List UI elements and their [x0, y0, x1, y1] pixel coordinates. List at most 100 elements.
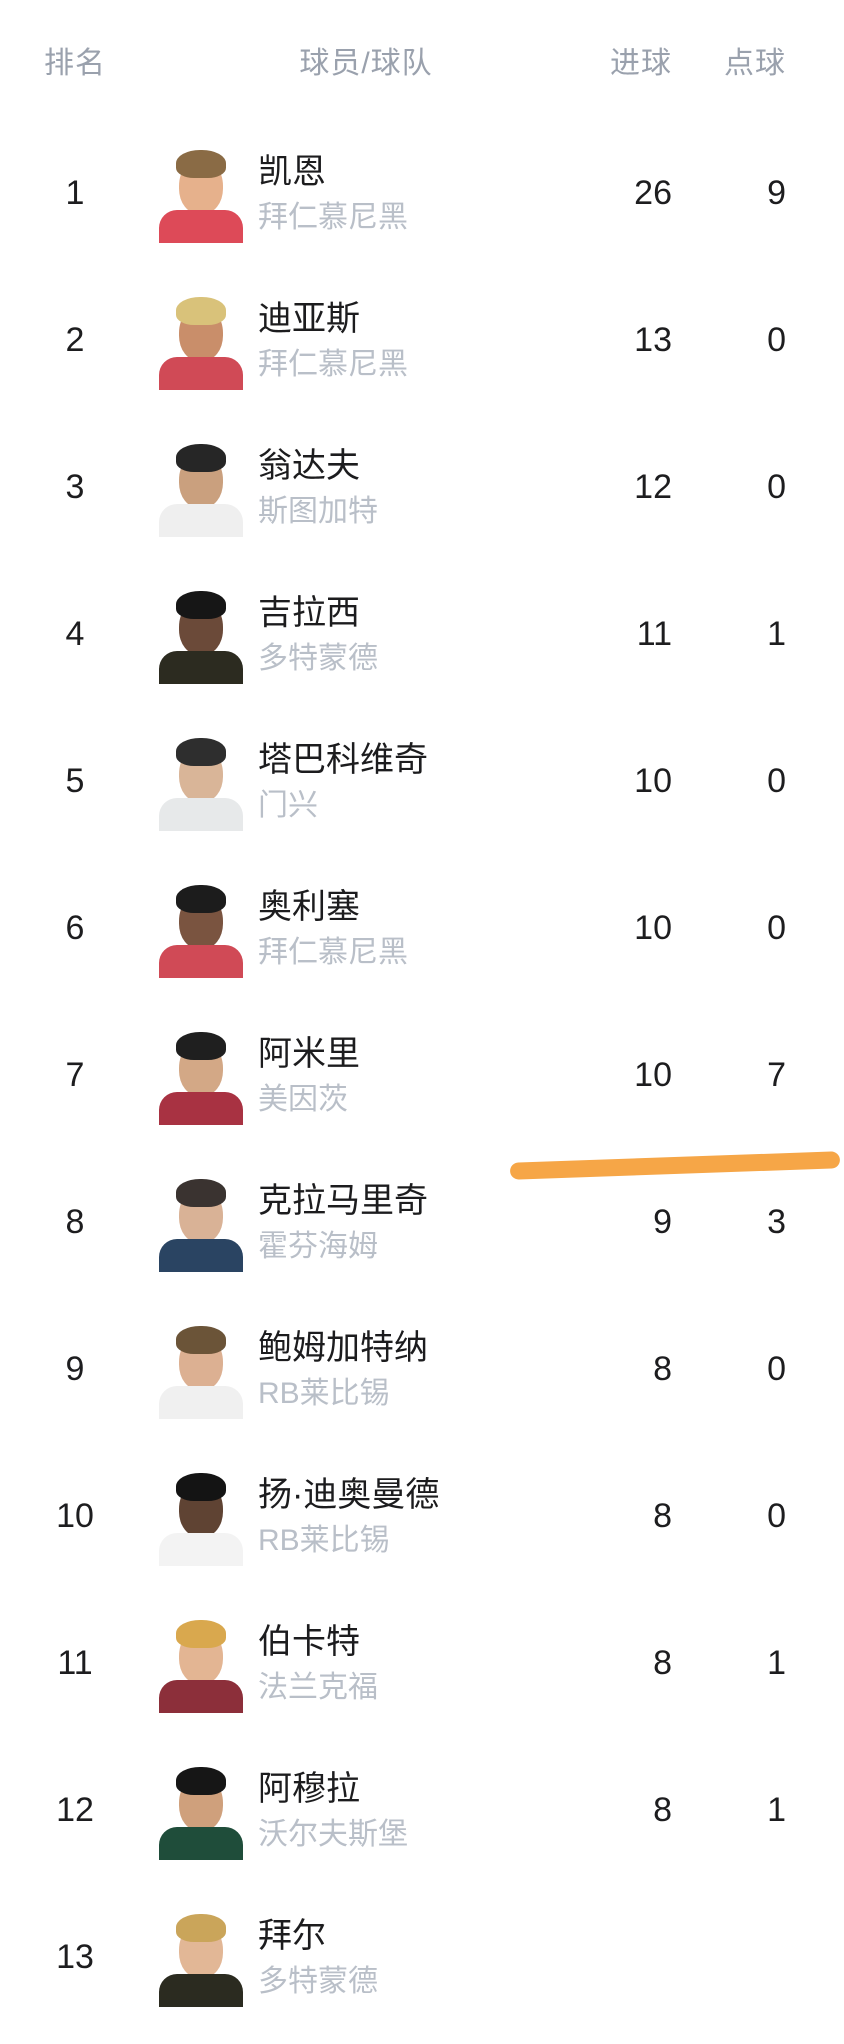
- goals-value: 8: [653, 1644, 672, 1682]
- avatar-shirt-icon: [159, 209, 243, 243]
- rank-value: 8: [65, 1203, 85, 1241]
- player-team-cell: 塔巴科维奇 门兴: [244, 741, 582, 822]
- table-row[interactable]: 4 吉拉西 多特蒙德 11 1: [0, 561, 844, 708]
- player-name: 翁达夫: [258, 446, 360, 485]
- penalties-value: 3: [767, 1203, 786, 1241]
- avatar-hair-icon: [176, 1178, 226, 1207]
- header-penalties: 点球: [724, 47, 786, 80]
- player-team-cell: 翁达夫 斯图加特: [244, 447, 582, 528]
- player-name: 鲍姆加特纳: [258, 1328, 428, 1367]
- team-name: 多特蒙德: [258, 1965, 378, 1999]
- team-name: RB莱比锡: [258, 1524, 390, 1558]
- goals-value: 13: [634, 321, 672, 359]
- avatar-hair-icon: [176, 296, 226, 325]
- rank-value: 4: [65, 615, 85, 653]
- table-row[interactable]: 5 塔巴科维奇 门兴 10 0: [0, 708, 844, 855]
- player-team-cell: 克拉马里奇 霍芬海姆: [244, 1182, 582, 1263]
- table-body: 1 凯恩 拜仁慕尼黑 26 9 2 迪亚斯 拜仁慕尼黑 13 0 3: [0, 120, 844, 2031]
- player-name: 塔巴科维奇: [258, 740, 428, 779]
- player-photo: [158, 586, 244, 684]
- avatar-hair-icon: [176, 1619, 226, 1648]
- player-team-cell: 伯卡特 法兰克福: [244, 1623, 582, 1704]
- goals-value: 8: [653, 1791, 672, 1829]
- table-row[interactable]: 1 凯恩 拜仁慕尼黑 26 9: [0, 120, 844, 267]
- penalties-value: 0: [767, 762, 786, 800]
- avatar-hair-icon: [176, 149, 226, 178]
- table-row[interactable]: 10 扬·迪奥曼德 RB莱比锡 8 0: [0, 1443, 844, 1590]
- table-row[interactable]: 11 伯卡特 法兰克福 8 1: [0, 1590, 844, 1737]
- penalties-value: 1: [767, 1791, 786, 1829]
- avatar-hair-icon: [176, 590, 226, 619]
- team-name: 拜仁慕尼黑: [258, 936, 408, 970]
- goals-value: 12: [634, 468, 672, 506]
- table-header: 排名 球员/球队 进球 点球: [0, 0, 844, 120]
- player-photo: [158, 145, 244, 243]
- player-name: 迪亚斯: [258, 299, 360, 338]
- player-name: 伯卡特: [258, 1622, 360, 1661]
- avatar-shirt-icon: [159, 1091, 243, 1125]
- player-photo: [158, 1909, 244, 2007]
- player-team-cell: 阿米里 美因茨: [244, 1035, 582, 1116]
- goals-value: 26: [634, 174, 672, 212]
- table-row[interactable]: 3 翁达夫 斯图加特 12 0: [0, 414, 844, 561]
- header-player-team: 球员/球队: [299, 47, 433, 80]
- player-team-cell: 阿穆拉 沃尔夫斯堡: [244, 1770, 582, 1851]
- player-name: 拜尔: [258, 1916, 326, 1955]
- avatar-shirt-icon: [159, 1532, 243, 1566]
- penalties-value: 1: [767, 615, 786, 653]
- goals-value: 9: [653, 1203, 672, 1241]
- player-name: 吉拉西: [258, 593, 360, 632]
- header-goals: 进球: [610, 47, 672, 80]
- player-photo: [158, 733, 244, 831]
- player-name: 扬·迪奥曼德: [258, 1475, 440, 1514]
- avatar-shirt-icon: [159, 1238, 243, 1272]
- player-photo: [158, 1762, 244, 1860]
- player-team-cell: 拜尔 多特蒙德: [244, 1917, 582, 1998]
- table-row[interactable]: 12 阿穆拉 沃尔夫斯堡 8 1: [0, 1737, 844, 1884]
- table-row[interactable]: 6 奥利塞 拜仁慕尼黑 10 0: [0, 855, 844, 1002]
- team-name: RB莱比锡: [258, 1377, 390, 1411]
- team-name: 法兰克福: [258, 1671, 378, 1705]
- player-photo: [158, 1468, 244, 1566]
- player-photo: [158, 1321, 244, 1419]
- player-photo: [158, 439, 244, 537]
- player-team-cell: 鲍姆加特纳 RB莱比锡: [244, 1329, 582, 1410]
- avatar-shirt-icon: [159, 1385, 243, 1419]
- player-name: 凯恩: [258, 152, 326, 191]
- goals-value: 8: [653, 1497, 672, 1535]
- table-row[interactable]: 8 克拉马里奇 霍芬海姆 9 3: [0, 1149, 844, 1296]
- avatar-hair-icon: [176, 1325, 226, 1354]
- table-row[interactable]: 7 阿米里 美因茨 10 7: [0, 1002, 844, 1149]
- avatar-shirt-icon: [159, 1973, 243, 2007]
- table-row[interactable]: 9 鲍姆加特纳 RB莱比锡 8 0: [0, 1296, 844, 1443]
- rank-value: 10: [56, 1497, 94, 1535]
- table-row[interactable]: 2 迪亚斯 拜仁慕尼黑 13 0: [0, 267, 844, 414]
- rank-value: 5: [65, 762, 85, 800]
- player-name: 阿穆拉: [258, 1769, 360, 1808]
- avatar-shirt-icon: [159, 797, 243, 831]
- rank-value: 13: [56, 1938, 94, 1976]
- player-photo: [158, 1174, 244, 1272]
- player-name: 奥利塞: [258, 887, 360, 926]
- goals-value: 11: [636, 615, 672, 653]
- penalties-value: 0: [767, 1350, 786, 1388]
- team-name: 霍芬海姆: [258, 1230, 378, 1264]
- player-name: 克拉马里奇: [258, 1181, 428, 1220]
- rank-value: 11: [57, 1644, 93, 1682]
- avatar-shirt-icon: [159, 944, 243, 978]
- penalties-value: 0: [767, 909, 786, 947]
- goals-value: 10: [634, 1056, 672, 1094]
- avatar-shirt-icon: [159, 503, 243, 537]
- player-team-cell: 迪亚斯 拜仁慕尼黑: [244, 300, 582, 381]
- avatar-hair-icon: [176, 737, 226, 766]
- player-team-cell: 吉拉西 多特蒙德: [244, 594, 582, 675]
- team-name: 门兴: [258, 789, 318, 823]
- avatar-hair-icon: [176, 1031, 226, 1060]
- goals-value: 8: [653, 1350, 672, 1388]
- rank-value: 3: [65, 468, 85, 506]
- penalties-value: 9: [767, 174, 786, 212]
- team-name: 拜仁慕尼黑: [258, 201, 408, 235]
- table-row[interactable]: 13 拜尔 多特蒙德: [0, 1884, 844, 2031]
- avatar-hair-icon: [176, 443, 226, 472]
